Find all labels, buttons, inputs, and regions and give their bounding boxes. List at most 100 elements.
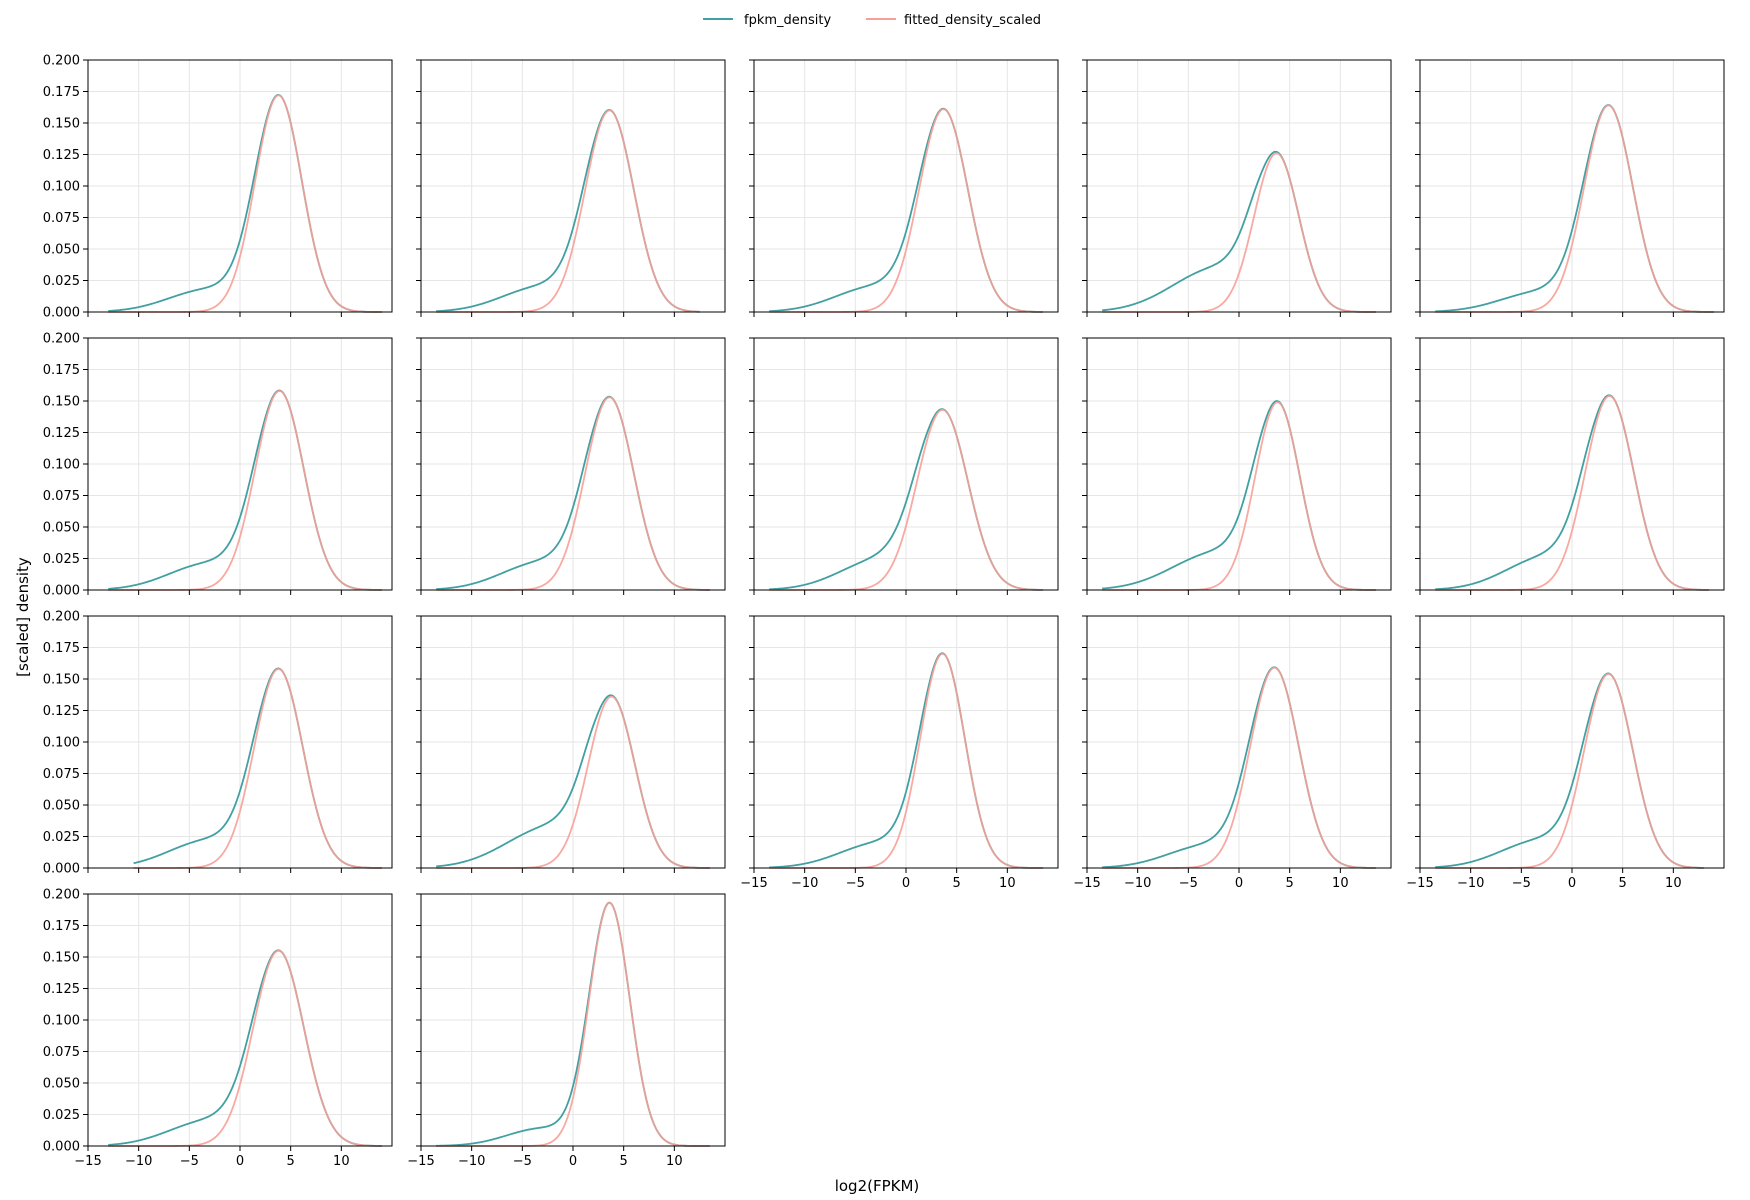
panel-grid: 0.000 0.025 0.050 0.075 0.100 0.125 0.150 0.175… <box>43 54 1725 1169</box>
x-tick-label: 5 <box>287 1154 295 1169</box>
y-tick-label: 0.150 <box>43 673 80 688</box>
y-tick-label: 0.000 <box>43 584 80 599</box>
y-tick-label: 0.175 <box>43 85 80 100</box>
x-tick-label: 10 <box>999 876 1016 891</box>
panel-12 <box>416 615 726 873</box>
y-tick-label: 0.100 <box>43 458 80 473</box>
panel-2 <box>416 59 726 317</box>
y-tick-label: 0.000 <box>43 306 80 321</box>
y-tick-label: 0.025 <box>43 830 80 845</box>
panel-4 <box>1082 59 1392 317</box>
panel-3 <box>749 59 1059 317</box>
x-tick-label: 0 <box>569 1154 577 1169</box>
panel-5 <box>1415 59 1725 317</box>
panel-7 <box>416 337 726 595</box>
x-tick-label: 10 <box>1665 876 1682 891</box>
panel-13: −15 −10 −5 0 5 10 <box>740 615 1059 891</box>
x-tick-label: −10 <box>1124 876 1151 891</box>
y-tick-label: 0.075 <box>43 489 80 504</box>
y-tick-label: 0.200 <box>43 610 80 625</box>
x-tick-label: 0 <box>236 1154 244 1169</box>
x-tick-label: −10 <box>1457 876 1484 891</box>
fpkm-density-line <box>108 389 382 591</box>
x-tick-label: 10 <box>333 1154 350 1169</box>
y-tick-label: 0.075 <box>43 767 80 782</box>
y-tick-label: 0.175 <box>43 641 80 656</box>
y-tick-label: 0.150 <box>43 117 80 132</box>
panel-11: 0.000 0.025 0.050 0.075 0.100 0.125 0.150 0.175… <box>43 610 393 877</box>
x-tick-label: 5 <box>620 1154 628 1169</box>
y-tick-label: 0.050 <box>43 1077 80 1092</box>
panel-17: −15 −10 −5 0 5 10 <box>407 893 726 1169</box>
x-tick-label: −15 <box>407 1154 434 1169</box>
y-tick-label: 0.200 <box>43 888 80 903</box>
y-tick-label: 0.175 <box>43 919 80 934</box>
x-tick-label: 5 <box>1286 876 1294 891</box>
y-tick-label: 0.100 <box>43 736 80 751</box>
x-tick-label: −10 <box>125 1154 152 1169</box>
x-tick-label: 0 <box>902 876 910 891</box>
fitted-density-scaled-line <box>108 390 382 591</box>
panel-9 <box>1082 337 1392 595</box>
fitted-density-scaled-line <box>1435 104 1714 313</box>
fpkm-density-line <box>108 949 382 1147</box>
y-tick-label: 0.150 <box>43 951 80 966</box>
panel-8 <box>749 337 1059 595</box>
fpkm-density-line <box>108 93 382 313</box>
y-tick-label: 0.000 <box>43 1140 80 1155</box>
y-tick-label: 0.025 <box>43 552 80 567</box>
x-tick-label: −15 <box>1406 876 1433 891</box>
x-tick-label: −5 <box>180 1154 199 1169</box>
x-tick-label: 0 <box>1235 876 1243 891</box>
y-tick-label: 0.175 <box>43 363 80 378</box>
fpkm-density-line <box>436 109 700 313</box>
y-tick-label: 0.200 <box>43 332 80 347</box>
y-tick-label: 0.050 <box>43 799 80 814</box>
y-tick-label: 0.025 <box>43 274 80 289</box>
fitted-density-scaled-line <box>133 668 382 869</box>
fitted-density-scaled-line <box>1435 673 1704 869</box>
x-tick-label: −5 <box>846 876 865 891</box>
y-tick-label: 0.075 <box>43 1045 80 1060</box>
x-tick-label: −5 <box>1512 876 1531 891</box>
fpkm-density-line <box>133 667 382 869</box>
y-tick-label: 0.075 <box>43 211 80 226</box>
panel-6: 0.000 0.025 0.050 0.075 0.100 0.125 0.150 0.175… <box>43 332 393 599</box>
panel-10 <box>1415 337 1725 595</box>
x-tick-label: −15 <box>1073 876 1100 891</box>
y-tick-label: 0.125 <box>43 148 80 163</box>
x-tick-label: 5 <box>1619 876 1627 891</box>
x-tick-label: −15 <box>740 876 767 891</box>
x-tick-label: 0 <box>1568 876 1576 891</box>
y-tick-label: 0.150 <box>43 395 80 410</box>
y-tick-label: 0.125 <box>43 426 80 441</box>
fpkm-density-line <box>1435 672 1704 869</box>
y-tick-label: 0.100 <box>43 1014 80 1029</box>
fitted-density-scaled-line <box>108 94 382 313</box>
x-tick-label: −10 <box>458 1154 485 1169</box>
x-tick-label: 10 <box>1332 876 1349 891</box>
y-tick-label: 0.100 <box>43 180 80 195</box>
panel-15: −15 −10 −5 0 5 10 <box>1406 615 1725 891</box>
y-tick-label: 0.025 <box>43 1108 80 1123</box>
y-axis-title: [scaled] density <box>14 557 32 677</box>
y-tick-label: 0.200 <box>43 54 80 69</box>
x-axis-title: log2(FPKM) <box>835 1177 920 1195</box>
x-tick-label: 10 <box>666 1154 683 1169</box>
legend-label-fitted-density-scaled: fitted_density_scaled <box>904 13 1041 28</box>
panel-1: 0.000 0.025 0.050 0.075 0.100 0.125 0.150 0.175… <box>43 54 393 321</box>
panel-14: −15 −10 −5 0 5 10 <box>1073 615 1392 891</box>
y-tick-label: 0.125 <box>43 982 80 997</box>
x-tick-label: −10 <box>791 876 818 891</box>
panel-16: −15 −10 −5 0 5 10 0.000 0.025 0.050 0.075 0.100 0.1… <box>43 888 393 1169</box>
y-tick-label: 0.050 <box>43 243 80 258</box>
y-tick-label: 0.050 <box>43 521 80 536</box>
x-tick-label: −15 <box>74 1154 101 1169</box>
x-tick-label: −5 <box>1179 876 1198 891</box>
legend: fpkm_density fitted_density_scaled <box>703 13 1041 28</box>
x-tick-label: −5 <box>513 1154 532 1169</box>
fitted-density-scaled-line <box>436 109 700 313</box>
x-tick-label: 5 <box>953 876 961 891</box>
y-tick-label: 0.000 <box>43 862 80 877</box>
